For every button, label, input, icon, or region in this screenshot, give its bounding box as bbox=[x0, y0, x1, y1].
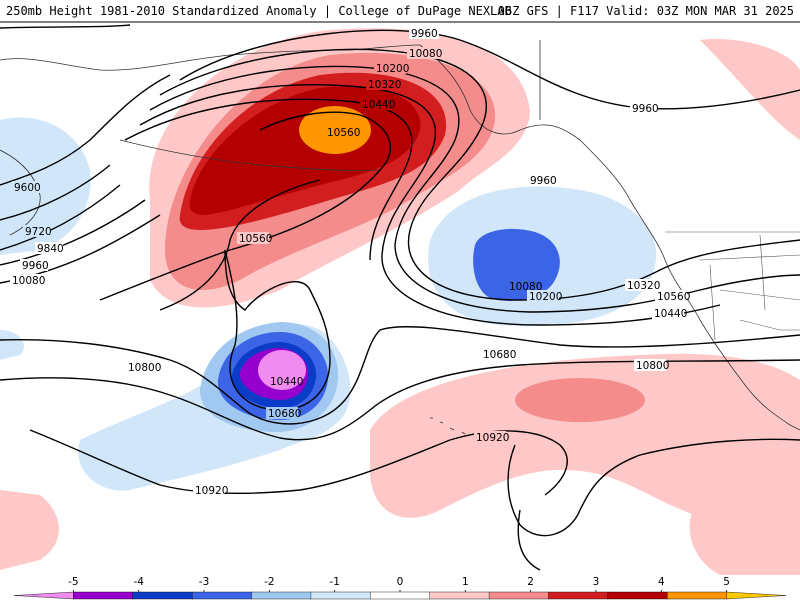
colorbar-ticks: -5 -4 -3 -2 -1 0 1 2 3 4 5 bbox=[68, 576, 730, 592]
contour-label: 9840 bbox=[37, 243, 64, 255]
colorbar bbox=[13, 591, 787, 600]
contour-label: 9960 bbox=[530, 175, 557, 187]
contour-label: 10560 bbox=[327, 127, 360, 139]
map-title: 250mb Height 1981-2010 Standardized Anom… bbox=[6, 4, 512, 18]
contour-label: 9720 bbox=[25, 226, 52, 238]
contour-label: 9600 bbox=[14, 182, 41, 194]
colorbar-tick-label: -2 bbox=[264, 576, 274, 588]
colorbar-swatch bbox=[548, 591, 609, 600]
contour-label: 10920 bbox=[476, 432, 509, 444]
colorbar-tick-label: -4 bbox=[133, 576, 144, 588]
contour-label: 9960 bbox=[411, 28, 438, 40]
contour-label: 10800 bbox=[128, 362, 161, 374]
contour-label: 10320 bbox=[627, 280, 660, 292]
max-anomaly-core bbox=[299, 106, 371, 154]
colorbar-tick-label: 3 bbox=[593, 576, 600, 588]
contour-label: 10440 bbox=[270, 376, 303, 388]
colorbar-swatch bbox=[726, 591, 787, 600]
colorbar-tick-label: 0 bbox=[397, 576, 404, 588]
colorbar-tick-label: 4 bbox=[658, 576, 665, 588]
contour-label: 10320 bbox=[368, 79, 401, 91]
contour-label: 10440 bbox=[654, 308, 687, 320]
contour-label: 10200 bbox=[529, 291, 562, 303]
colorbar-tick-label: -5 bbox=[68, 576, 78, 588]
colorbar-swatch bbox=[488, 591, 550, 600]
colorbar-swatch bbox=[132, 591, 193, 600]
colorbar-swatch bbox=[370, 591, 431, 600]
contour-label: 10680 bbox=[268, 408, 301, 420]
colorbar-swatch bbox=[429, 591, 490, 600]
colorbar-tick-label: -3 bbox=[199, 576, 209, 588]
contour-label: 10080 bbox=[12, 275, 45, 287]
colorbar-swatch bbox=[310, 591, 372, 600]
colorbar-swatch bbox=[73, 591, 134, 600]
colorbar-tick-label: 1 bbox=[462, 576, 469, 588]
contour-label: 10080 bbox=[409, 48, 442, 60]
contour-label: 10440 bbox=[362, 99, 395, 111]
negative-anomaly-fill bbox=[0, 117, 657, 491]
contour-label-group: 9960 10080 10200 10320 10440 10560 9960 … bbox=[10, 27, 690, 497]
colorbar-tick-label: 5 bbox=[723, 576, 730, 588]
colorbar-swatch bbox=[667, 591, 728, 600]
contour-label: 10560 bbox=[657, 291, 690, 303]
height-contours bbox=[0, 24, 800, 571]
colorbar-tick-label: 2 bbox=[527, 576, 534, 588]
contour-label: 10560 bbox=[239, 233, 272, 245]
contour-label: 10920 bbox=[195, 485, 228, 497]
contour-label: 9960 bbox=[22, 260, 49, 272]
colorbar-swatch bbox=[191, 591, 253, 600]
contour-label: 10800 bbox=[636, 360, 669, 372]
colorbar-swatch bbox=[607, 591, 668, 600]
colorbar-swatch bbox=[251, 591, 312, 600]
model-run-label: 06Z GFS | F117 Valid: 03Z MON MAR 31 202… bbox=[497, 4, 794, 18]
colorbar-swatch bbox=[13, 591, 74, 600]
colorbar-tick-label: -1 bbox=[329, 576, 339, 588]
contour-label: 9960 bbox=[632, 103, 659, 115]
contour-label: 10680 bbox=[483, 349, 516, 361]
contour-label: 10200 bbox=[376, 63, 409, 75]
